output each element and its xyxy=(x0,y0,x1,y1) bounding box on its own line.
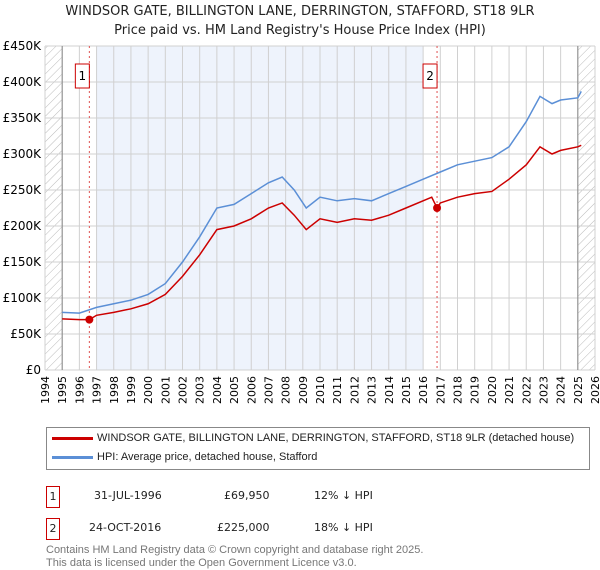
x-tick-label: 2026 xyxy=(589,376,600,404)
x-tick-label: 2019 xyxy=(469,376,482,404)
x-tick-label: 2015 xyxy=(400,376,413,404)
legend-swatch-hpi xyxy=(52,456,93,459)
sale-marker: 2 xyxy=(46,518,60,540)
x-tick-label: 2005 xyxy=(228,376,241,404)
x-tick-label: 2014 xyxy=(383,376,396,404)
legend-label-hpi: HPI: Average price, detached house, Staf… xyxy=(97,451,318,463)
property-price-line xyxy=(62,144,582,321)
x-tick-label: 2018 xyxy=(452,376,465,404)
sale-hpi-diff: 12% ↓ HPI xyxy=(314,489,373,502)
sale-label: 1 xyxy=(79,69,87,83)
x-tick-label: 2003 xyxy=(194,376,207,404)
x-tick-label: 1998 xyxy=(108,376,121,404)
y-tick-label: £300K xyxy=(3,147,43,161)
x-tick-label: 2008 xyxy=(280,376,293,404)
sale-label-box xyxy=(422,63,438,89)
sale-date: 24-OCT-2016 xyxy=(89,521,162,534)
sale-label: 2 xyxy=(426,69,434,83)
x-tick-label: 2000 xyxy=(142,376,155,404)
legend-swatch-property xyxy=(52,437,93,440)
x-tick-label: 2001 xyxy=(159,376,172,404)
x-tick-label: 1995 xyxy=(56,376,69,404)
sale-hpi-diff: 18% ↓ HPI xyxy=(314,521,373,534)
x-tick-label: 1994 xyxy=(39,376,52,404)
y-tick-label: £50K xyxy=(10,327,42,341)
sale-marker: 1 xyxy=(46,486,60,508)
sale-point xyxy=(433,204,442,212)
hatch-after-data xyxy=(577,46,595,370)
hatch-before-data xyxy=(45,46,63,370)
x-tick-label: 2012 xyxy=(348,376,361,404)
x-tick-label: 2007 xyxy=(262,376,275,404)
chart-title: WINDSOR GATE, BILLINGTON LANE, DERRINGTO… xyxy=(65,4,535,19)
x-tick-label: 2024 xyxy=(555,376,568,404)
sale-price: £69,950 xyxy=(224,489,270,502)
x-tick-label: 2010 xyxy=(314,376,327,404)
y-tick-label: £350K xyxy=(3,111,43,125)
hpi-line xyxy=(62,91,582,314)
x-tick-label: 1999 xyxy=(125,376,138,404)
y-tick-label: £100K xyxy=(3,291,43,305)
x-tick-label: 1997 xyxy=(91,376,104,404)
legend-label-property: WINDSOR GATE, BILLINGTON LANE, DERRINGTO… xyxy=(97,432,575,444)
x-tick-label: 2004 xyxy=(211,376,224,404)
chart-subtitle: Price paid vs. HM Land Registry's House … xyxy=(114,23,486,38)
sale-point xyxy=(85,315,94,324)
footer-line: This data is licensed under the Open Gov… xyxy=(46,557,357,569)
sale-date: 31-JUL-1996 xyxy=(94,489,162,502)
ownership-shading xyxy=(96,46,424,370)
x-tick-label: 2023 xyxy=(537,376,550,404)
x-tick-label: 2013 xyxy=(366,376,379,404)
x-tick-label: 2021 xyxy=(503,376,516,404)
y-tick-label: £0 xyxy=(26,363,41,377)
footer-line: Contains HM Land Registry data © Crown c… xyxy=(46,544,424,556)
x-tick-label: 2009 xyxy=(297,376,310,404)
y-tick-label: £200K xyxy=(3,219,43,233)
x-tick-label: 2017 xyxy=(434,376,447,404)
x-tick-label: 1996 xyxy=(73,376,86,404)
x-tick-label: 2025 xyxy=(572,376,585,404)
y-tick-label: £250K xyxy=(3,183,43,197)
x-tick-label: 2020 xyxy=(486,376,499,404)
sale-label-box xyxy=(74,63,90,89)
y-tick-label: £150K xyxy=(3,255,43,269)
y-tick-label: £400K xyxy=(3,75,43,89)
price-chart: 1994 1995 1996 1997 1998 1999 2000 2001 2002 2003… xyxy=(3,39,600,404)
legend: WINDSOR GATE, BILLINGTON LANE, DERRINGTO… xyxy=(46,427,590,470)
x-tick-label: 2022 xyxy=(520,376,533,404)
x-tick-label: 2011 xyxy=(331,376,344,404)
x-tick-label: 2002 xyxy=(177,376,190,404)
x-tick-label: 2006 xyxy=(245,376,258,404)
y-tick-label: £450K xyxy=(3,39,43,53)
sale-price: £225,000 xyxy=(217,521,270,534)
x-tick-label: 2016 xyxy=(417,376,430,404)
